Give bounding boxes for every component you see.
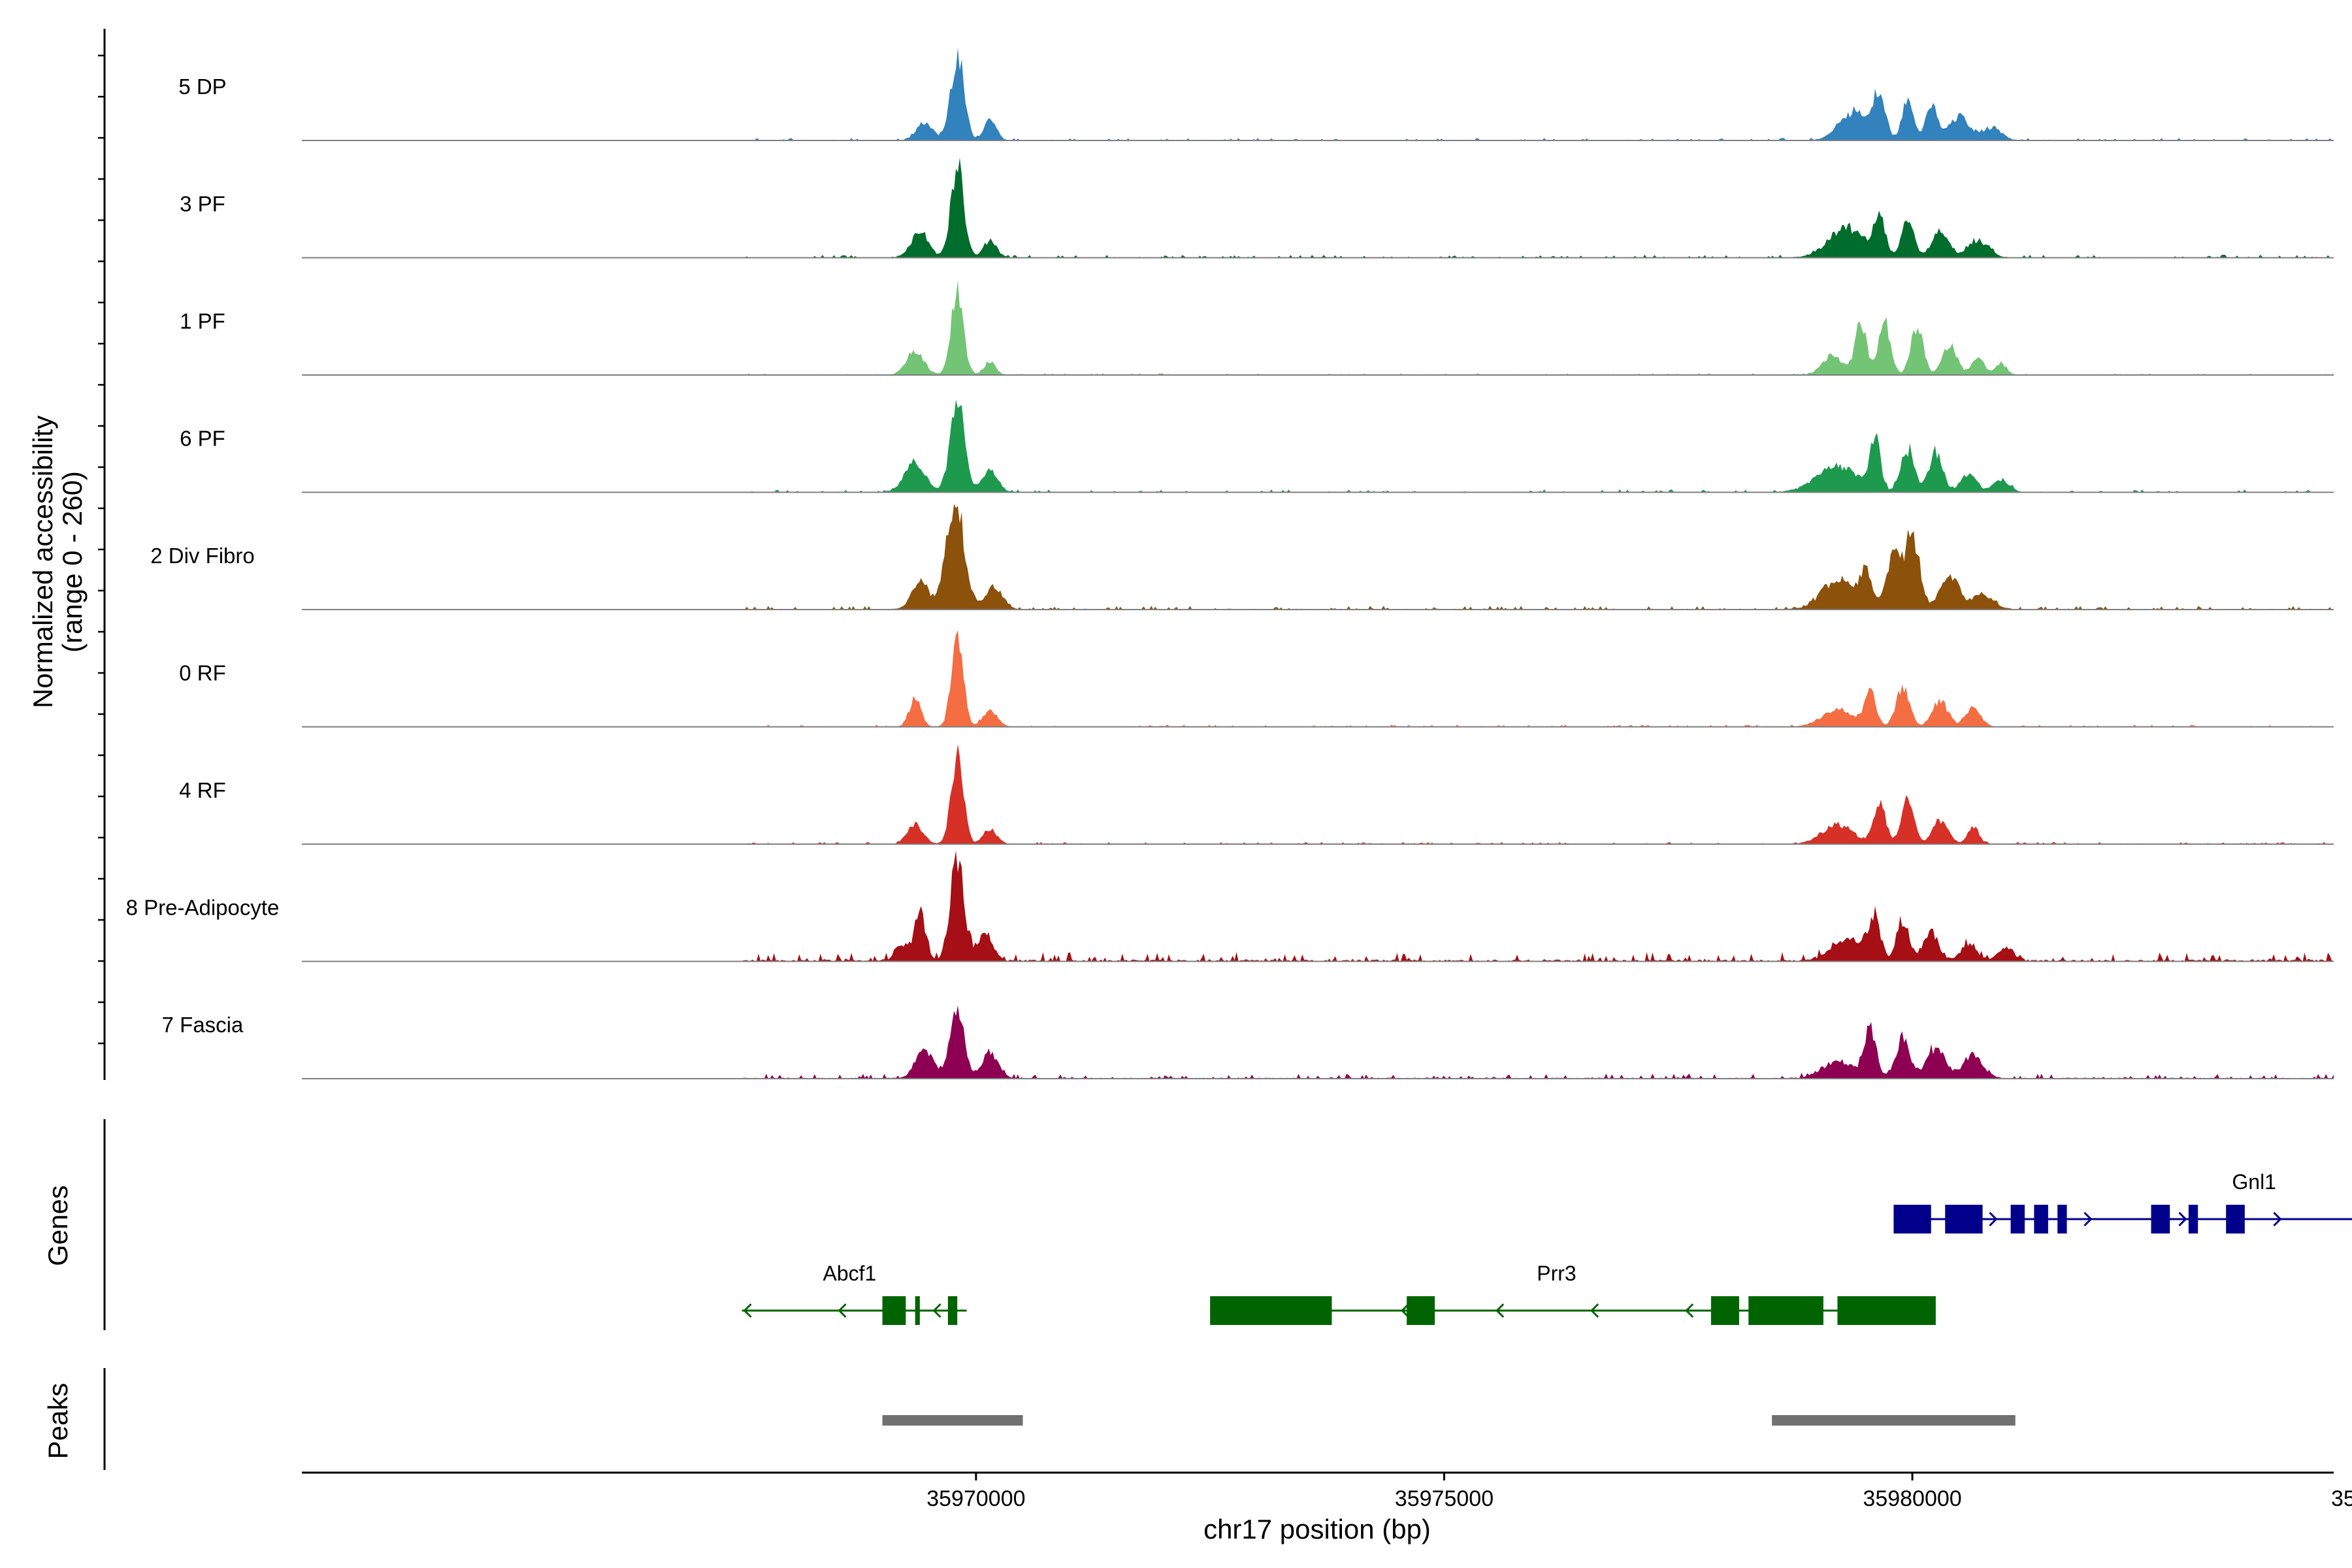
gene-abcf1: Abcf1 <box>742 1262 967 1325</box>
track-8-pre-adipocyte: 8 Pre-Adipocyte <box>126 850 2334 962</box>
exon <box>947 1296 958 1325</box>
gene-label: Gnl1 <box>2232 1170 2276 1194</box>
gene-prr3: Prr3 <box>1210 1262 1936 1325</box>
gene-label: Prr3 <box>1537 1262 1576 1285</box>
x-tick-label: 35970000 <box>926 1486 1025 1511</box>
coverage-area <box>743 47 2334 141</box>
strand-arrow <box>1590 1303 1599 1318</box>
strand-arrow <box>2273 1211 2282 1227</box>
y-axis-range: (range 0 - 260) <box>57 471 88 653</box>
track-0-rf: 0 RF <box>179 630 2334 728</box>
strand-arrow <box>1401 1303 1410 1318</box>
peaks-panel-title: Peaks <box>42 1383 73 1460</box>
track-label: 1 PF <box>180 309 225 333</box>
coverage-area <box>743 399 2334 493</box>
x-axis: 35970000 35975000 35980000 35985000 <box>302 1471 2352 1511</box>
track-5-dp: 5 DP <box>178 47 2334 141</box>
exon <box>1710 1296 1739 1325</box>
strand-arrow <box>1989 1211 1998 1227</box>
gene-track: Gnl1 Abcf1 Prr3 <box>103 1119 2352 1330</box>
exon <box>2034 1205 2048 1233</box>
track-4-rf: 4 RF <box>179 744 2334 845</box>
track-2-div-fibro: 2 Div Fibro <box>150 504 2334 610</box>
gene-gnl1: Gnl1 <box>1893 1170 2352 1233</box>
y-axis-title: Normalized accessibility <box>27 416 58 708</box>
peak-region <box>1772 1415 2016 1426</box>
track-label: 5 DP <box>178 74 226 99</box>
strand-arrow <box>2083 1211 2093 1227</box>
x-tick-label: 35985000 <box>2331 1486 2352 1511</box>
coverage-area <box>743 157 2334 258</box>
exon <box>2010 1205 2025 1233</box>
x-tick-label: 35975000 <box>1395 1486 1494 1511</box>
track-7-fascia: 7 Fascia <box>162 1005 2334 1079</box>
coverage-area <box>743 744 2334 844</box>
exon <box>915 1296 920 1325</box>
exon <box>2151 1205 2170 1233</box>
coverage-tracks: 5 DP 3 PF 1 PF 6 PF 2 Div Fibro 0 RF 4 RF 8 Pre… <box>98 29 2334 1080</box>
coverage-area <box>743 504 2334 610</box>
track-label: 8 Pre-Adipocyte <box>126 896 280 920</box>
coverage-area <box>743 850 2334 962</box>
x-tick-label: 35980000 <box>1863 1486 1961 1511</box>
peak-region <box>882 1415 1023 1426</box>
strand-arrow <box>743 1303 752 1318</box>
strand-arrow <box>1685 1303 1694 1318</box>
track-label: 3 PF <box>180 192 225 216</box>
track-6-pf: 6 PF <box>180 399 2334 493</box>
track-3-pf: 3 PF <box>180 157 2334 259</box>
exon <box>882 1296 906 1325</box>
x-axis-title: chr17 position (bp) <box>1203 1514 1431 1544</box>
strand-arrow <box>2178 1211 2187 1227</box>
track-label: 2 Div Fibro <box>150 544 255 568</box>
coverage-area <box>743 630 2334 727</box>
strand-arrow <box>932 1303 941 1318</box>
track-label: 0 RF <box>179 661 226 685</box>
exon <box>1748 1296 1823 1325</box>
exon <box>2057 1205 2067 1233</box>
coverage-area <box>743 1005 2334 1079</box>
exon <box>1945 1205 1983 1233</box>
track-label: 6 PF <box>180 427 225 451</box>
gene-label: Abcf1 <box>823 1262 876 1285</box>
strand-arrow <box>1495 1303 1505 1318</box>
exon <box>1837 1296 1936 1325</box>
peak-track <box>103 1368 2016 1470</box>
track-label: 7 Fascia <box>162 1013 244 1037</box>
exon <box>1407 1296 1435 1325</box>
exon <box>2188 1205 2198 1233</box>
track-1-pf: 1 PF <box>180 280 2334 376</box>
coverage-area <box>743 280 2334 375</box>
genes-panel-title: Genes <box>42 1185 73 1266</box>
strand-arrow <box>838 1303 847 1318</box>
exon <box>1893 1205 1931 1233</box>
exon <box>2226 1205 2245 1233</box>
track-label: 4 RF <box>179 778 226 802</box>
exon <box>1210 1296 1332 1325</box>
